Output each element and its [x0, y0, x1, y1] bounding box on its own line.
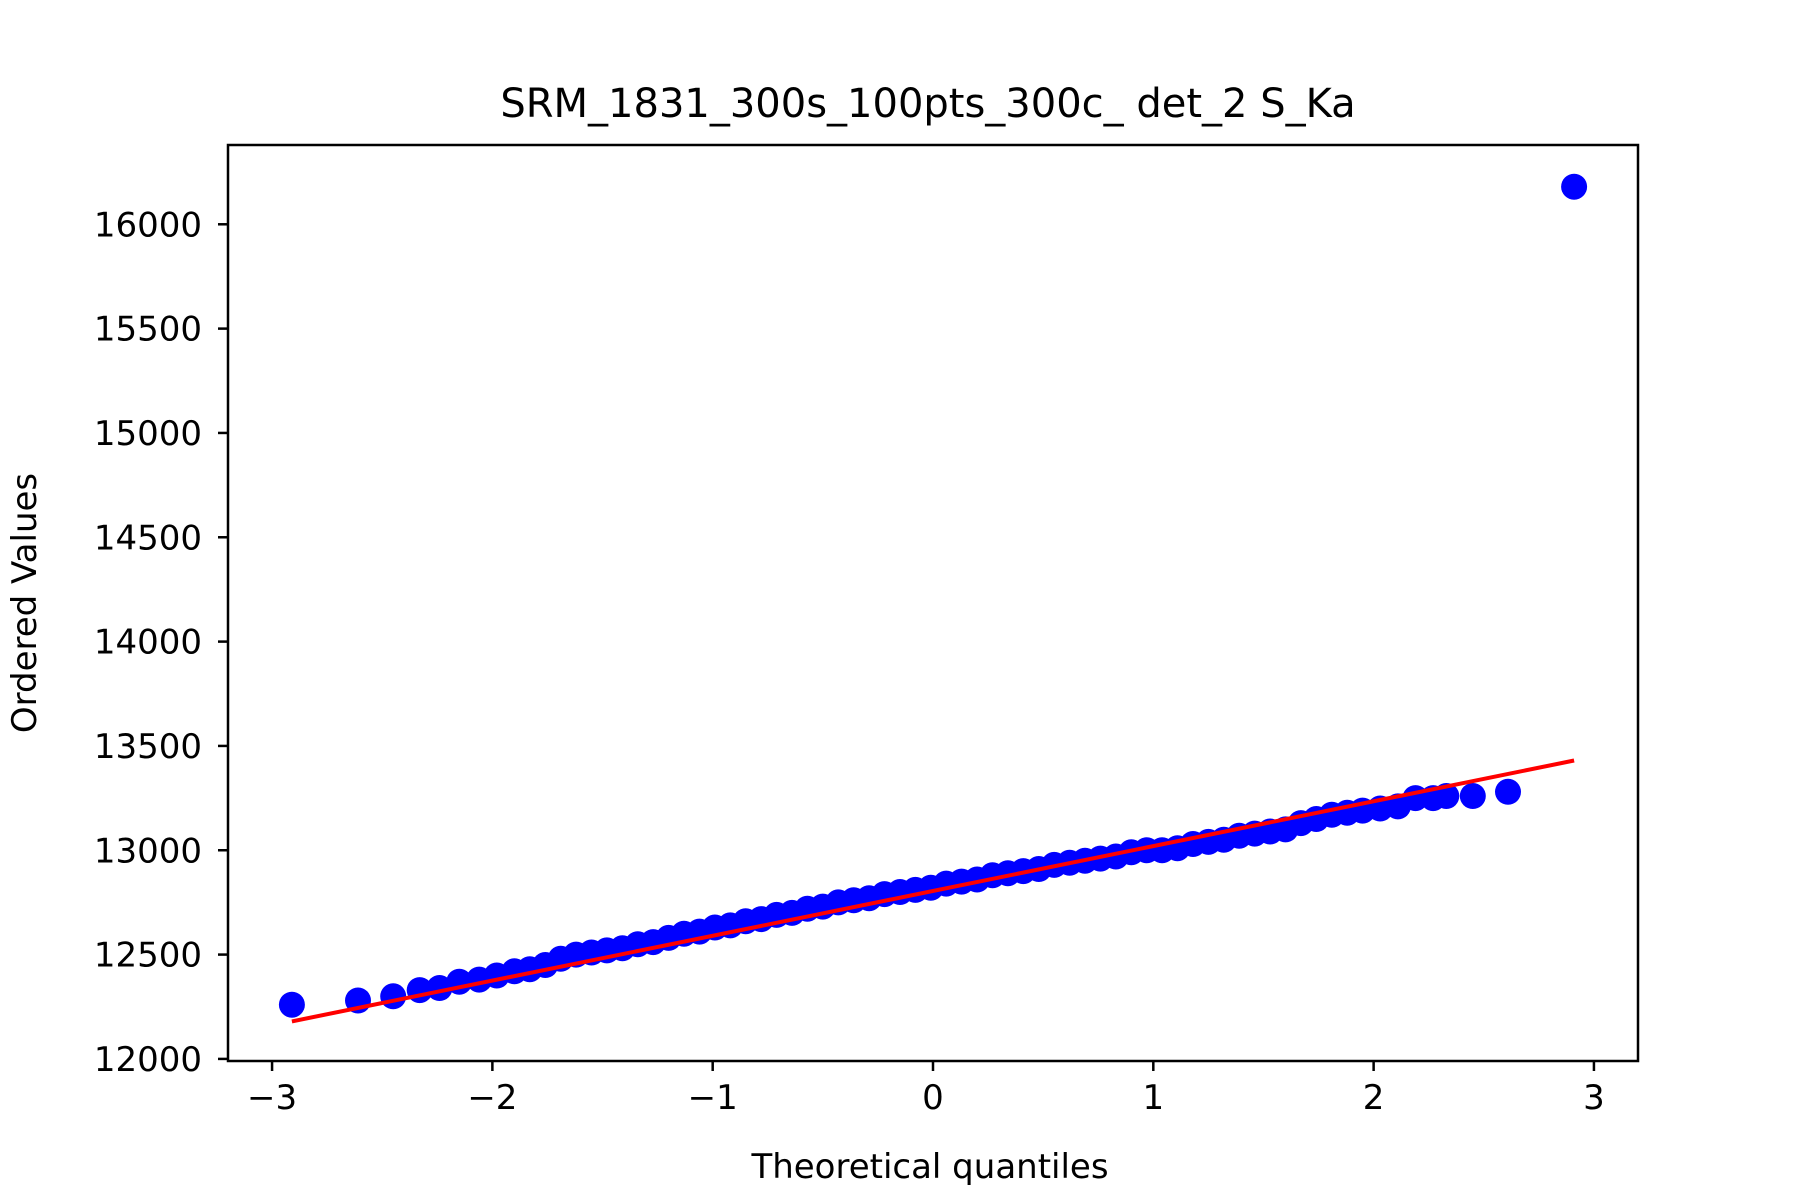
x-tick-label: 1 — [1142, 1078, 1164, 1118]
x-tick-label: 2 — [1363, 1078, 1385, 1118]
x-tick-label: −3 — [247, 1078, 297, 1118]
y-tick-label: 12000 — [94, 1040, 202, 1080]
y-tick-label: 16000 — [94, 205, 202, 245]
x-tick-label: −1 — [688, 1078, 738, 1118]
axes-frame — [226, 143, 1640, 1063]
x-tick-label: 3 — [1583, 1078, 1605, 1118]
x-axis-label: Theoretical quantiles — [750, 1147, 1108, 1187]
y-axis: 12000 12500 13000 13500 14000 14500 15000 15500… — [94, 205, 228, 1080]
data-point — [1495, 778, 1521, 805]
plot-area — [278, 173, 1588, 1024]
data-point — [278, 991, 305, 1018]
y-tick-label: 15500 — [94, 310, 202, 350]
x-axis: −3 −2 −1 0 1 2 3 — [247, 1061, 1605, 1118]
data-point — [380, 983, 407, 1010]
chart-title: SRM_1831_300s_100pts_300c_ det_2 S_Ka — [500, 81, 1355, 127]
y-tick-label: 14000 — [94, 623, 202, 663]
data-point — [1561, 173, 1588, 200]
x-tick-label: 0 — [922, 1078, 944, 1118]
y-tick-label: 15000 — [94, 414, 202, 454]
y-tick-label: 13000 — [94, 831, 202, 871]
y-axis-label: Ordered Values — [5, 473, 45, 733]
y-tick-label: 12500 — [94, 936, 202, 976]
y-tick-label: 14500 — [94, 518, 202, 558]
data-point — [1459, 783, 1486, 809]
fit-line — [291, 758, 1575, 1024]
x-tick-label: −2 — [467, 1078, 517, 1118]
y-tick-label: 13500 — [94, 727, 202, 767]
